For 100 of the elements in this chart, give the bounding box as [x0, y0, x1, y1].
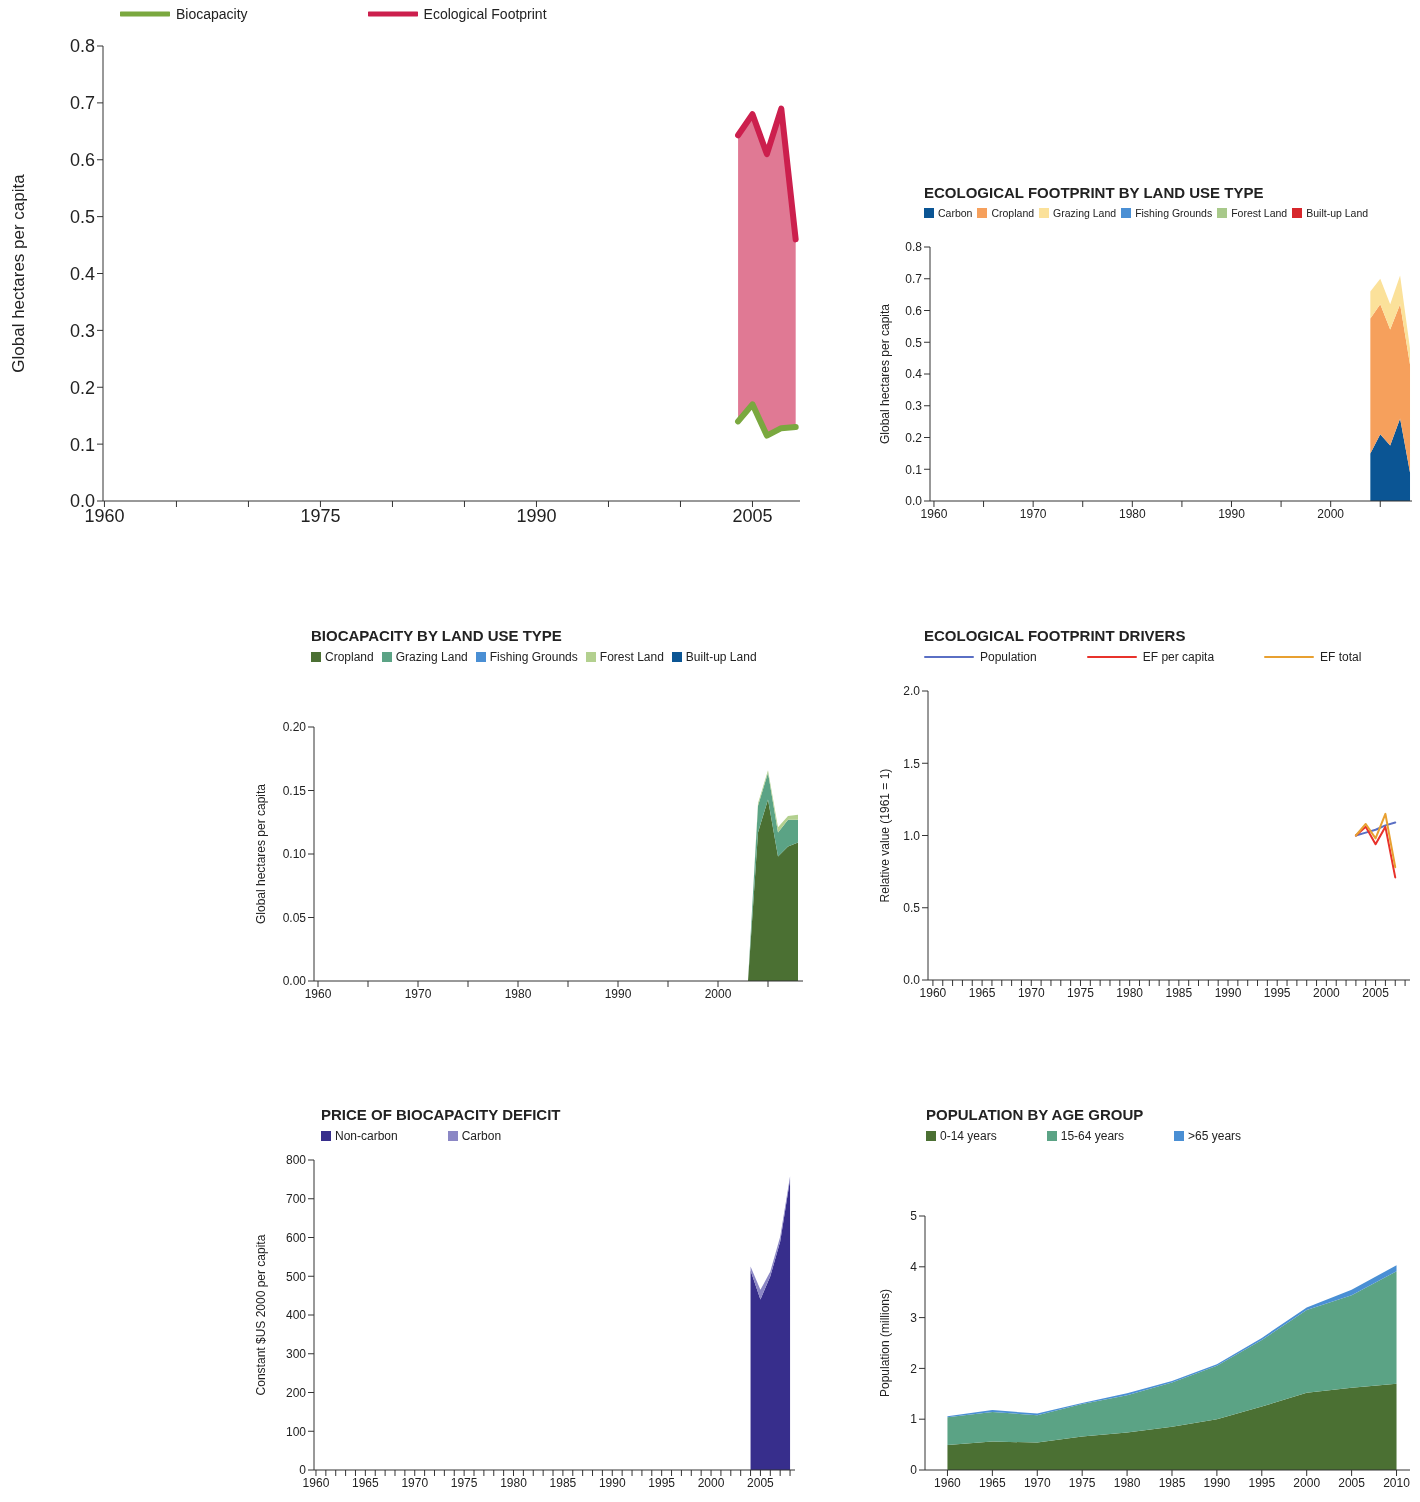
- y-tick-label: 2.0: [903, 684, 921, 699]
- y-tick-label: 5: [910, 1209, 918, 1224]
- x-tick-label: 1975: [1067, 985, 1095, 1000]
- y-tick-label: 0.2: [69, 377, 95, 398]
- x-tick-label: 1970: [1017, 985, 1045, 1000]
- y-tick-label: 0.3: [69, 320, 95, 341]
- y-tick-label: 0.6: [905, 303, 923, 318]
- y-tick-label: 0.5: [903, 901, 921, 916]
- y-tick-label: 0.0: [905, 494, 923, 509]
- y-tick-label: 0.7: [69, 93, 95, 114]
- x-tick-label: 1960: [919, 985, 947, 1000]
- y-tick-label: 100: [285, 1424, 307, 1439]
- x-tick-label: 1975: [450, 1475, 478, 1490]
- x-tick-label: 1985: [1165, 985, 1193, 1000]
- y-tick-label: 2: [910, 1361, 918, 1376]
- x-tick-label: 1985: [1158, 1475, 1186, 1490]
- y-tick-label: 0.10: [282, 847, 307, 862]
- y-tick-label: 0.6: [69, 150, 95, 171]
- y-axis-title: Constant $US 2000 per capita: [254, 1234, 268, 1396]
- y-tick-label: 400: [285, 1308, 307, 1323]
- y-tick-label: 0.8: [905, 240, 923, 255]
- legend-label: Cropland: [325, 650, 374, 664]
- x-tick-label: 2005: [732, 505, 773, 526]
- chart-title: POPULATION BY AGE GROUP: [926, 1106, 1144, 1123]
- y-tick-label: 0.4: [905, 367, 923, 382]
- y-tick-label: 800: [285, 1153, 307, 1168]
- x-tick-label: 2005: [1338, 1475, 1366, 1490]
- x-tick-label: 1990: [1218, 506, 1246, 521]
- y-axis-title: Global hectares per capita: [878, 303, 892, 445]
- y-tick-label: 4: [910, 1260, 918, 1275]
- x-tick-label: 2000: [704, 986, 732, 1001]
- x-tick-label: 1995: [1263, 985, 1291, 1000]
- x-tick-label: 1990: [598, 1475, 626, 1490]
- legend-label: Carbon: [461, 1129, 502, 1143]
- y-tick-label: 0.3: [905, 399, 923, 414]
- legend-label: EF total: [1320, 650, 1362, 664]
- y-tick-label: 0.15: [282, 783, 307, 798]
- x-tick-label: 1995: [1248, 1475, 1276, 1490]
- x-tick-label: 1985: [549, 1475, 577, 1490]
- x-tick-label: 2000: [1317, 506, 1345, 521]
- legend-label: 0-14 years: [940, 1129, 997, 1143]
- x-tick-label: 1995: [648, 1475, 676, 1490]
- y-tick-label: 200: [285, 1385, 307, 1400]
- y-tick-label: 0.4: [69, 263, 95, 284]
- line-series: [1354, 821, 1397, 837]
- x-tick-label: 1975: [300, 505, 341, 526]
- x-tick-label: 2010: [1383, 1475, 1411, 1490]
- y-tick-label: 3: [910, 1310, 918, 1325]
- x-tick-label: 2000: [1293, 1475, 1321, 1490]
- y-tick-label: 0: [910, 1463, 918, 1478]
- chart-title: BIOCAPACITY BY LAND USE TYPE: [311, 627, 562, 644]
- x-tick-label: 1965: [968, 985, 996, 1000]
- x-tick-label: 1970: [401, 1475, 429, 1490]
- x-tick-label: 1960: [304, 986, 332, 1001]
- legend-label: >65 years: [1188, 1129, 1242, 1143]
- legend-label: Fishing Grounds: [1135, 207, 1213, 219]
- legend-label: 15-64 years: [1060, 1129, 1125, 1143]
- legend-label: Non-carbon: [335, 1129, 398, 1143]
- y-axis-title: Relative value (1961 = 1): [878, 768, 892, 903]
- x-tick-label: 1970: [1023, 1475, 1051, 1490]
- y-tick-label: 1.0: [903, 828, 921, 843]
- x-tick-label: 1980: [500, 1475, 528, 1490]
- x-tick-label: 1960: [920, 506, 948, 521]
- legend-label: Grazing Land: [1053, 207, 1117, 219]
- x-tick-label: 1980: [1113, 1475, 1141, 1490]
- y-tick-label: 0.00: [282, 974, 307, 989]
- legend-label: Ecological Footprint: [423, 6, 547, 22]
- y-tick-label: 0.8: [69, 36, 95, 57]
- legend-label: Carbon: [938, 207, 973, 219]
- y-tick-label: 0.2: [905, 430, 923, 445]
- y-tick-label: 0.1: [69, 434, 95, 455]
- y-tick-label: 600: [285, 1230, 307, 1245]
- chart-title: PRICE OF BIOCAPACITY DEFICIT: [321, 1106, 561, 1123]
- y-tick-label: 0.1: [905, 462, 923, 477]
- legend-label: Biocapacity: [176, 6, 248, 22]
- y-tick-label: 0.0: [903, 973, 921, 988]
- legend-label: Forest Land: [599, 650, 664, 664]
- legend-label: Grazing Land: [395, 650, 468, 664]
- y-axis-title: Global hectares per capita: [254, 783, 268, 925]
- x-tick-label: 1975: [1068, 1475, 1096, 1490]
- y-tick-label: 1: [910, 1412, 918, 1427]
- legend-label: Built-up Land: [1306, 207, 1369, 219]
- legend-label: Built-up Land: [685, 650, 757, 664]
- legend-label: Fishing Grounds: [489, 650, 578, 664]
- legend-label: Cropland: [991, 207, 1035, 219]
- x-tick-label: 1970: [1019, 506, 1047, 521]
- x-tick-label: 1990: [1203, 1475, 1231, 1490]
- y-tick-label: 0.5: [905, 335, 923, 350]
- chart-title: ECOLOGICAL FOOTPRINT BY LAND USE TYPE: [924, 184, 1264, 201]
- y-tick-label: 1.5: [903, 756, 921, 771]
- y-tick-label: 500: [285, 1269, 307, 1284]
- y-tick-label: 0: [299, 1463, 307, 1478]
- legend-label: EF per capita: [1142, 650, 1215, 664]
- y-tick-label: 0.7: [905, 272, 923, 287]
- x-tick-label: 1980: [1118, 506, 1146, 521]
- y-axis-title: Global hectares per capita: [8, 173, 28, 373]
- x-tick-label: 2000: [697, 1475, 725, 1490]
- x-tick-label: 1980: [1116, 985, 1144, 1000]
- chart-title: ECOLOGICAL FOOTPRINT DRIVERS: [924, 627, 1186, 644]
- y-axis-title: Population (millions): [878, 1288, 892, 1398]
